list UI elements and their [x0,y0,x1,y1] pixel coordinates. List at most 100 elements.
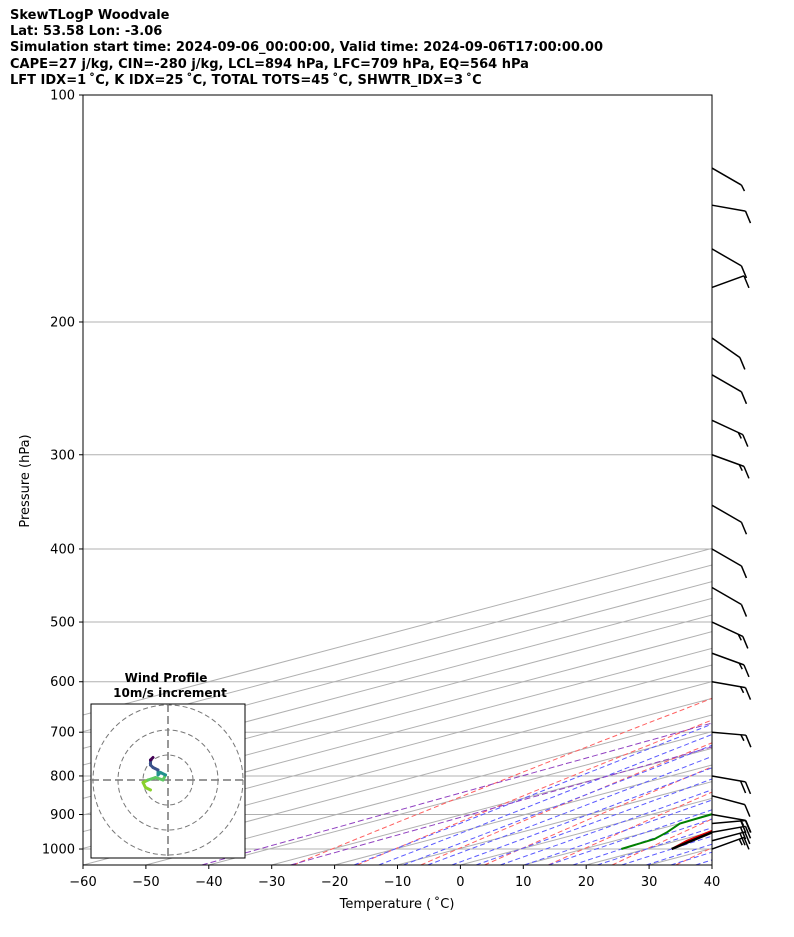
isotherm-line [83,664,712,833]
stability-indices-2: LFT IDX=1 ˚C, K IDX=25 ˚C, TOTAL TOTS=45… [10,72,482,88]
wind-barb [711,167,746,192]
x-tick-label: 10 [515,875,532,890]
dry-adiabat-line [548,791,712,865]
wind-barb-flag [739,780,747,794]
wind-barb-staff [711,795,746,806]
mixing-ratio-line [201,722,712,865]
y-tick-label: 800 [50,769,75,784]
wind-barb-flag [742,636,749,649]
wind-barb-flag [740,521,748,535]
wind-barb-half-flag [739,686,745,694]
moist-adiabat-line [646,843,712,865]
y-tick-label: 600 [50,675,75,690]
x-tick-label: 0 [456,875,464,890]
wind-barb [711,248,748,279]
moist-adiabat-line [451,767,712,865]
isotherm-line [83,614,712,783]
wind-barb [711,621,749,649]
dry-adiabat-line [356,719,712,865]
x-tick-label: −60 [69,875,96,890]
hodograph-content [91,704,245,858]
wind-barb [711,652,750,678]
wind-barb [711,374,748,405]
isotherm-line [523,814,712,865]
wind-barb-staff [711,775,746,783]
wind-barb [711,504,748,535]
wind-barb-half-flag [740,734,745,742]
wind-barb-flag [742,434,749,447]
x-tick-label: 30 [641,875,658,890]
isotherm-line [145,714,712,865]
x-tick-label: −20 [321,875,348,890]
isotherm-line [83,681,712,849]
wind-barb [711,204,752,224]
wind-barb-flag [744,820,752,833]
wind-barb-flag [740,391,748,405]
y-tick-label: 300 [50,448,75,463]
dry-adiabat-line [420,742,712,865]
moist-adiabat-line [403,744,712,865]
wind-barb-flag [744,687,752,700]
wind-barb-staff [711,204,746,212]
y-axis-label: Pressure (hPa) [18,434,33,527]
wind-barb-flag [740,604,748,617]
y-tick-label: 900 [50,808,75,823]
hodograph-subtitle: 10m/s increment [113,686,227,700]
wind-barb-half-flag [739,819,745,826]
moist-adiabat-line [670,851,712,865]
wind-barb-half-flag [740,184,746,192]
hodograph-trace [149,756,155,762]
wind-barb-flag [744,831,751,845]
station-title: SkewTLogP Woodvale [10,8,170,23]
x-tick-label: −40 [195,875,222,890]
station-coordinates: Lat: 53.58 Lon: -3.06 [10,24,163,40]
wind-barb-staff [711,825,746,833]
wind-barb-staff [711,548,742,567]
dry-adiabat-line [740,95,794,865]
isotherm-line [648,847,712,865]
moist-adiabat-line [524,799,712,865]
isotherm-line [586,831,712,865]
wind-barb [711,731,752,748]
moist-adiabat-line [378,733,712,865]
moist-adiabat-line [548,809,712,865]
wind-barb [711,586,748,617]
wind-barb-flag [744,804,751,817]
wind-barb-staff [711,454,745,468]
x-tick-label: 20 [578,875,595,890]
wind-barb-staff [711,586,742,606]
chart-header: SkewTLogP Woodvale Lat: 53.58 Lon: -3.06… [10,8,603,89]
wind-barb-half-flag [737,432,742,439]
mixing-ratio-line [290,746,712,865]
wind-barb-flag [743,837,750,850]
wind-barb-staff [711,248,742,267]
wind-barb [711,795,751,817]
moist-adiabat-line [500,789,712,865]
wind-barb [711,419,749,447]
wind-barb-flag [744,210,752,224]
wind-barb-flag [739,357,746,370]
wind-barb [711,775,752,795]
wind-barb-staff [711,731,746,736]
stability-indices-1: CAPE=27 j/kg, CIN=-280 j/kg, LCL=894 hPa… [10,56,529,72]
wind-barb-flag [744,826,752,839]
dry-adiabat-line [293,697,712,865]
moist-adiabat-line [572,818,712,865]
wind-barb-flag [744,781,752,795]
wind-barb-staff [711,681,746,689]
isotherm-line [83,631,712,799]
moist-adiabat-line [475,778,712,865]
wind-barbs [711,167,752,850]
wind-barb-staff [711,621,744,638]
wind-barb-staff [711,504,742,523]
wind-barb-flag [739,826,747,840]
wind-barb-flag [740,565,748,579]
wind-barb [711,548,748,579]
x-tick-label: 40 [704,875,721,890]
wind-barb-half-flag [738,662,743,670]
wind-barb-flag [743,466,750,479]
dry-adiabat-line [675,847,712,865]
wind-barb-flag [743,664,750,678]
wind-barb [711,836,750,850]
